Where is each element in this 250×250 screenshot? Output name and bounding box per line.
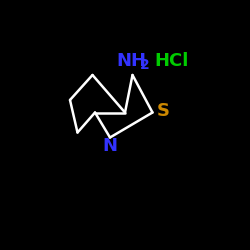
Text: S: S — [156, 102, 170, 120]
Text: HCl: HCl — [154, 52, 188, 70]
Text: N: N — [102, 137, 118, 155]
Text: NH: NH — [116, 52, 146, 70]
Text: 2: 2 — [140, 58, 149, 72]
